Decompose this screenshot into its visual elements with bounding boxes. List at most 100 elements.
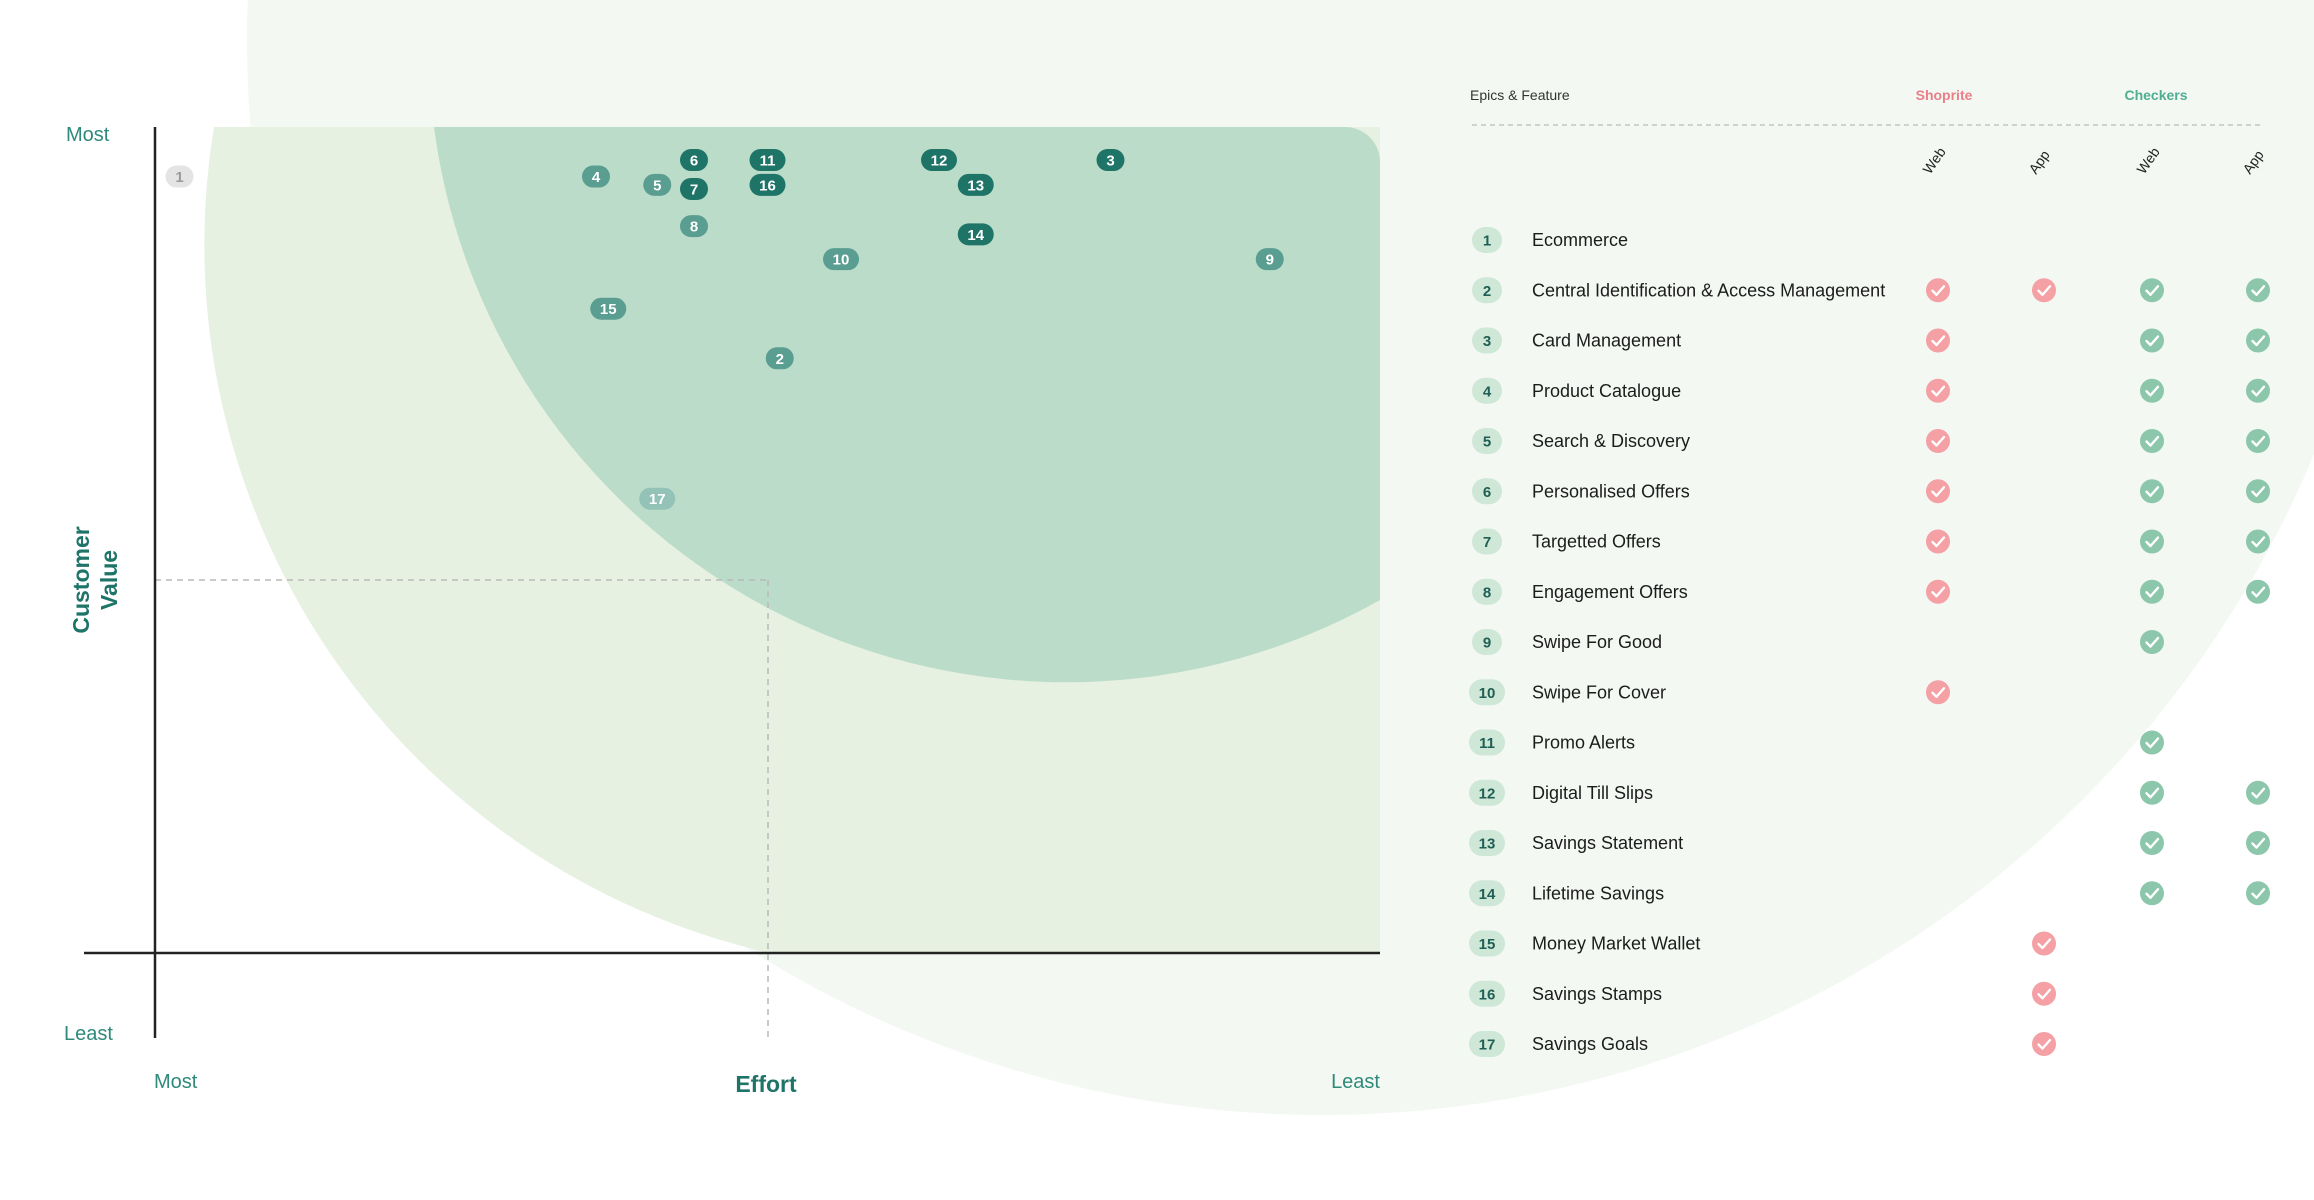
x-axis-start-label: Most <box>154 1071 198 1093</box>
row-feature-name: Savings Stamps <box>1532 984 1662 1004</box>
point-label: 8 <box>690 219 698 236</box>
check-icon <box>2032 931 2056 956</box>
check-icon <box>2246 831 2270 855</box>
row-number-badge <box>1472 478 1502 505</box>
brand-checkers: Checkers <box>2124 87 2187 103</box>
row-number: 15 <box>1479 936 1496 953</box>
point-label: 16 <box>759 177 776 194</box>
table-row: 11 Promo Alerts <box>1469 729 2164 756</box>
chart-background <box>204 0 2314 1115</box>
row-number: 14 <box>1479 886 1496 903</box>
row-number-badge <box>1469 729 1505 756</box>
point-badge <box>957 173 994 196</box>
row-feature-name: Swipe For Cover <box>1532 682 1666 702</box>
check-icon <box>2246 278 2270 303</box>
check-icon <box>2140 831 2164 855</box>
row-number-badge <box>1469 880 1505 907</box>
row-feature-name: Swipe For Good <box>1532 632 1662 652</box>
point-badge <box>749 173 786 196</box>
scatter-point-12: 12 <box>921 149 957 172</box>
row-feature-name: Product Catalogue <box>1532 381 1681 401</box>
point-badge <box>823 248 859 271</box>
scatter-point-6: 6 <box>680 149 708 172</box>
check-icon <box>2140 328 2164 353</box>
row-number-badge <box>1469 830 1505 856</box>
row-number: 9 <box>1483 635 1491 652</box>
row-feature-name: Card Management <box>1532 331 1681 351</box>
check-icon <box>2140 579 2164 604</box>
row-feature-name: Engagement Offers <box>1532 582 1688 602</box>
check-icon <box>2246 429 2270 453</box>
row-feature-name: Savings Goals <box>1532 1034 1648 1054</box>
row-number: 3 <box>1483 333 1491 350</box>
table-row: 4 Product Catalogue <box>1472 377 2270 404</box>
row-number-badge <box>1472 327 1502 354</box>
row-number: 4 <box>1483 383 1492 400</box>
check-icon <box>2140 429 2164 453</box>
point-badge <box>590 297 627 320</box>
background-mid-region <box>434 127 1380 683</box>
check-icon <box>2140 780 2164 805</box>
point-badge <box>680 177 708 200</box>
check-icon <box>2032 1032 2056 1056</box>
point-badge <box>921 149 957 172</box>
row-number: 5 <box>1483 434 1491 451</box>
row-number-badge <box>1472 428 1502 454</box>
y-axis-top-label: Most <box>66 124 110 146</box>
point-label: 15 <box>600 301 617 318</box>
row-number: 10 <box>1479 685 1496 702</box>
scatter-point-2: 2 <box>765 347 794 370</box>
row-feature-name: Personalised Offers <box>1532 481 1690 501</box>
point-label: 14 <box>967 227 984 244</box>
table-row: 12 Digital Till Slips <box>1469 779 2270 806</box>
point-badge <box>765 347 794 370</box>
point-badge <box>643 173 672 196</box>
check-icon <box>2032 278 2056 303</box>
y-axis-title-line-1: Customer <box>68 526 94 633</box>
table-rows: 1 Ecommerce 2 Central Identification & Acce… <box>1469 227 2270 1057</box>
row-number: 11 <box>1479 735 1495 752</box>
point-label: 5 <box>653 177 661 194</box>
row-feature-name: Lifetime Savings <box>1532 883 1664 903</box>
check-icon <box>1926 378 1950 403</box>
check-icon <box>1926 278 1950 303</box>
brand-shoprite: Shoprite <box>1916 87 1973 103</box>
row-number: 7 <box>1483 534 1491 551</box>
check-icon <box>2140 278 2164 303</box>
y-axis-bottom-label: Least <box>64 1023 113 1045</box>
check-icon <box>1926 429 1950 453</box>
x-axis-end-label: Least <box>1331 1071 1380 1093</box>
row-number-badge <box>1472 528 1502 555</box>
point-label: 11 <box>760 153 776 170</box>
table-header-label: Epics & Feature <box>1470 87 1570 103</box>
check-icon <box>2246 328 2270 353</box>
scatter-point-16: 16 <box>749 173 786 196</box>
check-icon <box>2140 730 2164 755</box>
table-row: 14 Lifetime Savings <box>1469 880 2270 907</box>
check-icon <box>2246 579 2270 604</box>
check-icon <box>1926 579 1950 604</box>
row-feature-name: Digital Till Slips <box>1532 783 1653 803</box>
table-row: 16 Savings Stamps <box>1469 980 2056 1007</box>
row-feature-name: Promo Alerts <box>1532 733 1635 753</box>
row-number-badge <box>1469 679 1505 706</box>
table-row: 5 Search & Discovery <box>1472 428 2270 454</box>
check-icon <box>2246 378 2270 403</box>
table-row: 10 Swipe For Cover <box>1469 679 1950 706</box>
point-label: 1 <box>175 169 183 186</box>
point-badge <box>582 165 610 188</box>
row-number-badge <box>1469 980 1505 1007</box>
row-number-badge <box>1469 779 1505 806</box>
point-badge <box>957 223 994 246</box>
row-feature-name: Savings Statement <box>1532 833 1683 853</box>
scatter-point-13: 13 <box>957 173 994 196</box>
check-icon <box>2140 378 2164 403</box>
table-row: 1 Ecommerce <box>1472 227 1628 253</box>
scatter-point-14: 14 <box>957 223 994 246</box>
point-label: 12 <box>931 153 948 170</box>
point-badge <box>1255 248 1284 271</box>
scatter-point-3: 3 <box>1096 149 1125 172</box>
row-number-badge <box>1472 629 1502 655</box>
y-axis-title: Customer Value <box>68 526 122 633</box>
scatter-point-8: 8 <box>680 215 708 238</box>
